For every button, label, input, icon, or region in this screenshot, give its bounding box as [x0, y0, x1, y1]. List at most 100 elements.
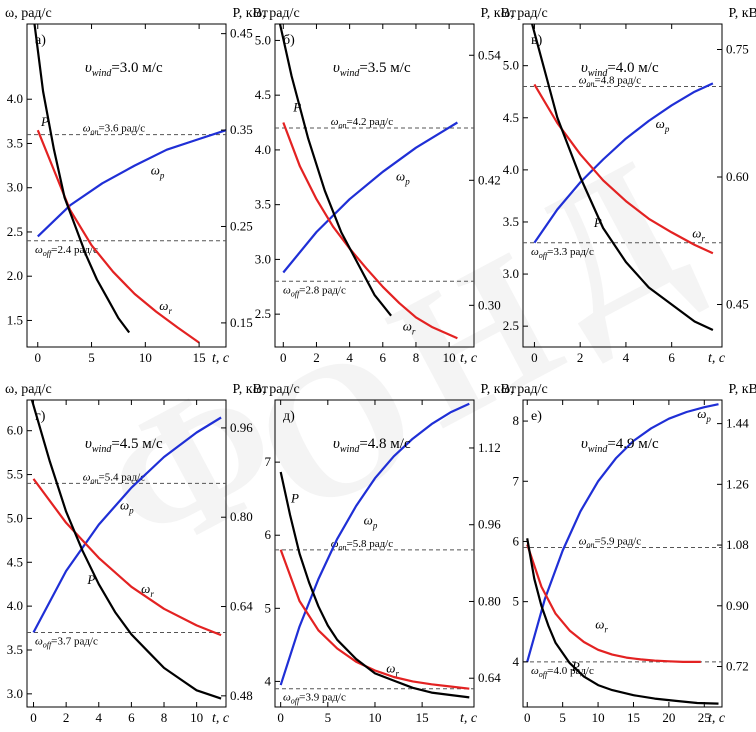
- panel-label: а): [35, 33, 46, 48]
- omega-r-curve: [36, 129, 200, 344]
- y2-axis-label: P, кВт: [233, 6, 269, 21]
- x-axis-label: t, с: [212, 711, 230, 726]
- x-tick-label: 0: [30, 710, 37, 725]
- y-tick-label: 5.0: [503, 58, 519, 73]
- x-axis-label: t, с: [460, 711, 478, 726]
- power-curve: [33, 24, 131, 334]
- y-tick-label: 5.0: [7, 510, 23, 525]
- y2-tick-label: 0.42: [478, 172, 501, 187]
- y-tick-label: 3.0: [7, 180, 23, 195]
- plot-frame: [522, 23, 723, 348]
- power-curve-label: P: [292, 100, 301, 115]
- y-tick-label: 4.0: [7, 91, 23, 106]
- plot-frame: [522, 399, 723, 708]
- x-tick-label: 0: [531, 350, 538, 365]
- panel-label: д): [283, 409, 295, 424]
- x-tick-label: 15: [193, 350, 206, 365]
- panel-label: е): [531, 409, 542, 424]
- y-axis-label: ω, рад/с: [501, 382, 548, 397]
- x-tick-label: 4: [96, 710, 103, 725]
- y-tick-label: 2.0: [7, 268, 23, 283]
- y2-tick-label: 0.60: [726, 169, 749, 184]
- omega-p-curve: [526, 403, 719, 663]
- y2-tick-label: 0.45: [726, 297, 749, 312]
- y-axis-label: ω, рад/с: [253, 382, 300, 397]
- plot-frame: [274, 23, 475, 348]
- wind-speed-label: υwind=4.0 м/с: [581, 60, 659, 79]
- x-tick-label: 0: [524, 710, 531, 725]
- x-tick-label: 5: [559, 710, 566, 725]
- y-tick-label: 4.5: [255, 87, 271, 102]
- x-tick-label: 5: [88, 350, 95, 365]
- omega-on-label: ωon=4.2 рад/с: [331, 116, 394, 130]
- x-tick-label: 0: [35, 350, 42, 365]
- x-tick-label: 2: [577, 350, 584, 365]
- omega-r-curve: [526, 544, 701, 663]
- y2-tick-label: 0.64: [478, 670, 501, 685]
- y-tick-label: 3.5: [7, 135, 23, 150]
- y2-axis-label: P, кВт: [481, 382, 517, 397]
- y-axis-label: ω, рад/с: [253, 6, 300, 21]
- omega-r-label: ωr: [159, 298, 172, 316]
- x-tick-label: 6: [128, 710, 135, 725]
- power-curve-label: P: [86, 572, 95, 587]
- power-curve-label: P: [571, 659, 580, 674]
- omega-r-label: ωr: [386, 661, 399, 679]
- panel-label: б): [283, 33, 295, 48]
- power-curve: [278, 24, 392, 317]
- wind-speed-label: υwind=4.5 м/с: [85, 436, 163, 455]
- y-tick-label: 2.5: [7, 224, 23, 239]
- wind-speed-label: υwind=3.0 м/с: [85, 60, 163, 79]
- omega-r-curve: [32, 478, 222, 637]
- y2-tick-label: 1.26: [726, 476, 749, 491]
- omega-p-curve: [279, 402, 470, 686]
- panel-label: в): [531, 33, 543, 48]
- omega-p-label: ωp: [697, 406, 711, 424]
- omega-on-label: ωon=4.8 рад/с: [579, 75, 642, 89]
- x-tick-label: 10: [368, 710, 381, 725]
- y-tick-label: 3.0: [255, 251, 271, 266]
- y-tick-label: 8: [513, 413, 520, 428]
- x-axis-label: t, с: [708, 351, 726, 366]
- power-curve: [526, 538, 719, 705]
- y2-axis-label: P, кВт: [481, 6, 517, 21]
- y2-tick-label: 0.45: [230, 26, 253, 41]
- y-axis-label: ω, рад/с: [5, 382, 52, 397]
- omega-p-label: ωp: [364, 512, 378, 530]
- x-tick-label: 25: [698, 710, 711, 725]
- omega-off-label: ωoff=2.4 рад/с: [35, 244, 98, 258]
- y2-tick-label: 0.48: [230, 688, 253, 703]
- x-tick-label: 10: [190, 710, 203, 725]
- x-tick-label: 15: [416, 710, 429, 725]
- plot-frame: [26, 23, 227, 348]
- y-tick-label: 4: [265, 673, 272, 688]
- power-curve-label: P: [593, 215, 602, 230]
- omega-p-label: ωp: [656, 116, 670, 134]
- y-tick-label: 4.0: [255, 142, 271, 157]
- chart-panel-1: ωon=3.6 рад/с ωoff=2.4 рад/с Pωp ωr 0 5 10 15 1.…: [5, 6, 268, 366]
- omega-r-curve: [282, 122, 458, 340]
- x-tick-label: 0: [277, 710, 284, 725]
- x-tick-label: 4: [346, 350, 353, 365]
- y2-tick-label: 0.96: [478, 517, 501, 532]
- omega-on-label: ωon=5.9 рад/с: [579, 535, 642, 549]
- y-tick-label: 2.5: [503, 318, 519, 333]
- x-axis-label: t, с: [212, 351, 230, 366]
- omega-on-label: ωon=3.6 рад/с: [83, 123, 146, 137]
- y2-tick-label: 0.64: [230, 599, 253, 614]
- omega-on-label: ωon=5.4 рад/с: [83, 471, 146, 485]
- y-tick-label: 3.0: [503, 266, 519, 281]
- power-curve-label: P: [290, 490, 299, 505]
- omega-r-curve: [279, 549, 470, 690]
- x-tick-label: 10: [443, 350, 456, 365]
- x-tick-label: 4: [623, 350, 630, 365]
- y2-tick-label: 0.54: [478, 47, 501, 62]
- y2-tick-label: 0.35: [230, 122, 253, 137]
- y2-axis-label: P, кВт: [729, 6, 756, 21]
- x-axis-label: t, с: [708, 711, 726, 726]
- plot-frame: [26, 399, 227, 708]
- y2-tick-label: 0.30: [478, 297, 501, 312]
- y-tick-label: 3.0: [7, 686, 23, 701]
